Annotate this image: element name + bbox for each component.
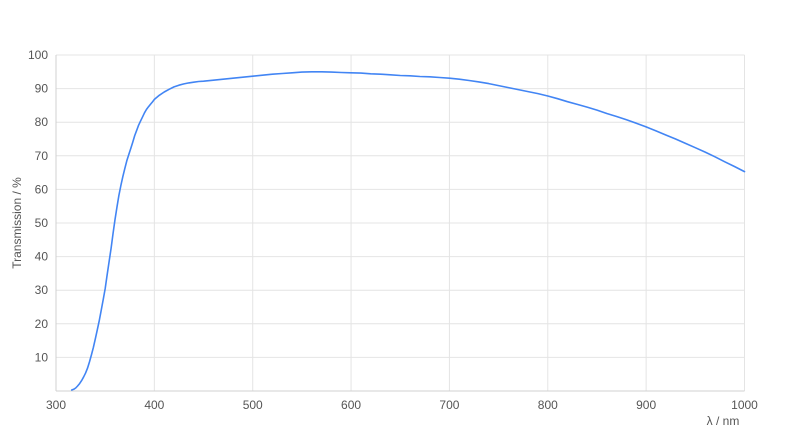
y-tick-label: 80	[35, 115, 49, 129]
x-tick-label: 400	[144, 398, 164, 412]
x-axis-title: λ / nm	[706, 414, 740, 428]
y-axis-title: Transmission / %	[10, 177, 24, 269]
y-tick-label: 20	[35, 317, 49, 331]
series-line-transmission	[70, 71, 746, 391]
y-tick-label: 10	[35, 350, 49, 364]
y-tick-label: 90	[35, 82, 49, 96]
x-tick-label: 1000	[731, 398, 758, 412]
y-tick-label: 70	[35, 149, 49, 163]
x-tick-label: 800	[538, 398, 558, 412]
y-tick-label: 100	[28, 48, 48, 62]
y-tick-label: 50	[35, 216, 49, 230]
y-tick-label: 30	[35, 283, 49, 297]
x-tick-label: 600	[341, 398, 361, 412]
x-tick-label: 900	[636, 398, 656, 412]
y-tick-label: 60	[35, 182, 49, 196]
x-tick-label: 700	[439, 398, 459, 412]
y-tick-label: 40	[35, 250, 49, 264]
x-tick-label: 500	[243, 398, 263, 412]
x-tick-label: 300	[46, 398, 66, 412]
